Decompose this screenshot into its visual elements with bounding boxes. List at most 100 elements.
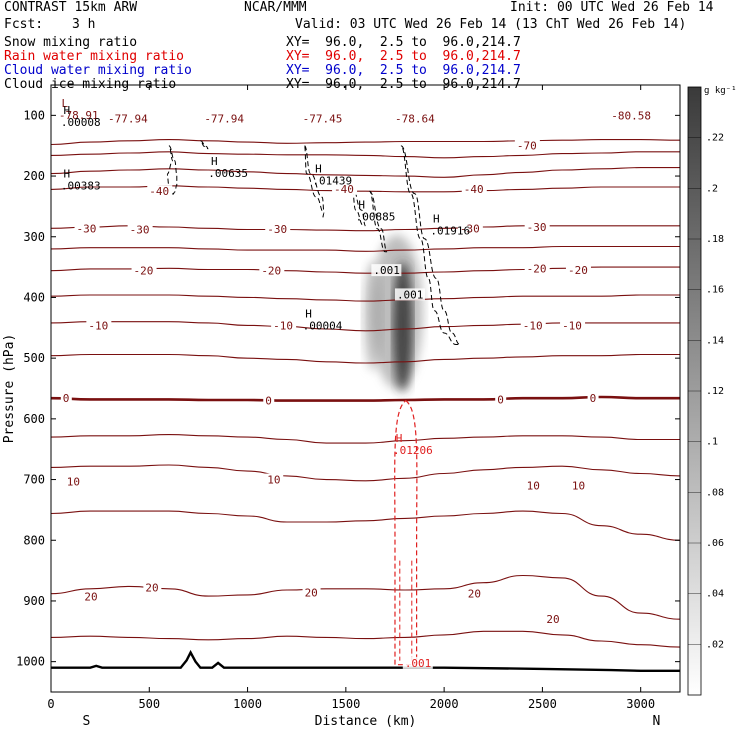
field-name-cloud-water: Cloud water mixing ratio xyxy=(4,63,192,78)
terrain-line xyxy=(50,649,680,672)
extremum-marker: H xyxy=(396,432,403,445)
isotherm-label: 0 xyxy=(497,393,504,406)
isotherm-label-bg xyxy=(131,264,157,277)
isotherm--60 xyxy=(50,151,680,159)
x-tick-label: 1500 xyxy=(331,697,360,711)
isotherm-label: -40 xyxy=(334,183,354,196)
extremum-value: .01916 xyxy=(430,224,470,237)
isotherm-label: -30 xyxy=(527,221,547,234)
colorbar-tick-label: .18 xyxy=(706,234,724,245)
isotherm--25 xyxy=(50,245,680,252)
x-tick-label: 3000 xyxy=(626,697,655,711)
y-axis-label: Pressure (hPa) xyxy=(2,334,17,444)
isotherm-label: 10 xyxy=(527,480,540,493)
isotherm-label-bg xyxy=(106,112,153,125)
forecast-label: Fcst: xyxy=(4,17,44,32)
contour-value-label: .001 xyxy=(397,288,424,301)
terrain-fill xyxy=(51,652,680,692)
y-tick-label: 700 xyxy=(23,473,45,487)
isotherm-label: -77.94 xyxy=(204,112,244,125)
y-tick-label: 200 xyxy=(23,169,45,183)
isotherm--30 xyxy=(50,225,680,232)
x-tick-label: 0 xyxy=(47,697,54,711)
isotherm-label: -20 xyxy=(527,262,547,275)
isotherm-label: 20 xyxy=(84,591,97,604)
isotherm-label-bg xyxy=(587,392,599,405)
isotherm-label: -80.58 xyxy=(611,109,651,122)
field-name-snow: Snow mixing ratio xyxy=(4,35,138,50)
isotherm-label: -78.64 xyxy=(395,112,435,125)
snow-plume-core xyxy=(392,261,413,392)
isotherm-label: 20 xyxy=(145,582,158,595)
isotherm--5 xyxy=(50,353,680,364)
isotherm-label-bg xyxy=(569,479,588,492)
isotherm-label: 0 xyxy=(63,392,70,405)
forecast-hours: 3 h xyxy=(72,17,96,32)
isotherm-label-bg xyxy=(82,590,101,603)
isotherm-label-bg xyxy=(302,586,321,599)
isotherm-label: -40 xyxy=(464,183,484,196)
extremum-value: .00635 xyxy=(208,167,248,180)
isotherm-label-bg xyxy=(609,109,656,122)
isotherm-label-bg xyxy=(524,479,543,492)
isotherm-label: 20 xyxy=(305,586,318,599)
x-tick-label: 2500 xyxy=(528,697,557,711)
isotherm--15 xyxy=(50,294,680,302)
colorbar-tick-label: .04 xyxy=(706,589,724,600)
isotherm-label: 20 xyxy=(468,588,481,601)
isotherm-label: -77.45 xyxy=(303,112,343,125)
x-axis-label: Distance (km) xyxy=(315,714,417,729)
isotherm-label-bg xyxy=(143,581,162,594)
isotherm-0 xyxy=(50,395,680,402)
isotherm-label-bg xyxy=(524,262,550,275)
isotherm-label-bg xyxy=(127,223,153,236)
isotherm-label: -10 xyxy=(562,319,582,332)
isotherm-label-bg xyxy=(271,319,297,332)
isotherm-label: -30 xyxy=(77,222,97,235)
isotherm-label: -10 xyxy=(523,319,543,332)
isotherm--50 xyxy=(50,167,680,178)
y-tick-label: 100 xyxy=(23,108,45,122)
extremum-marker: H xyxy=(64,167,71,180)
colorbar-tick-label: .06 xyxy=(706,538,724,549)
isotherm--40 xyxy=(50,185,681,193)
extremum-marker: H xyxy=(64,104,71,117)
isotherm-label: -20 xyxy=(134,265,154,278)
colorbar-tick-label: .08 xyxy=(706,487,724,498)
isotherm-label-bg xyxy=(560,319,586,332)
x-tick-label: 1000 xyxy=(233,697,262,711)
init-time: Init: 00 UTC Wed 26 Feb 14 xyxy=(510,0,714,15)
isotherm-label-bg xyxy=(259,264,285,277)
contour-label-bg xyxy=(371,264,402,277)
extremum-marker: L xyxy=(62,97,69,110)
y-tick-label: 600 xyxy=(23,412,45,426)
isotherm-label-bg xyxy=(265,222,291,235)
isotherm-label: 0 xyxy=(590,392,597,405)
isotherm-label: -70 xyxy=(517,140,537,153)
isotherm-label: 10 xyxy=(67,475,80,488)
isotherm-label: 10 xyxy=(572,480,585,493)
isotherm--70 xyxy=(50,139,681,146)
x-tick-label: 500 xyxy=(138,697,160,711)
rain-water-contour xyxy=(394,399,418,666)
field-name-rain: Rain water mixing ratio xyxy=(4,49,185,64)
isotherm-label: -30 xyxy=(130,223,150,236)
isotherm-label: -77.94 xyxy=(108,112,148,125)
field-xy-rain: XY= 96.0, 2.5 to 96.0,214.7 xyxy=(286,49,521,64)
isotherm-label: -10 xyxy=(88,319,108,332)
isotherm-label-bg xyxy=(565,264,591,277)
colorbar-tick-label: .14 xyxy=(706,335,724,346)
endpoint-left: S xyxy=(82,714,90,729)
cloud-ice-contour xyxy=(368,190,388,253)
isotherm-label-bg xyxy=(202,112,249,125)
extremum-value: -78.91 xyxy=(59,109,99,122)
org-label: NCAR/MMM xyxy=(244,0,307,15)
field-xy-snow: XY= 96.0, 2.5 to 96.0,214.7 xyxy=(286,35,521,50)
isotherm-label: 0 xyxy=(265,395,272,408)
isotherm-label-bg xyxy=(461,182,487,195)
extremum-marker: H xyxy=(315,162,322,175)
valid-time: Valid: 03 UTC Wed 26 Feb 14 (13 ChT Wed … xyxy=(295,17,687,32)
isotherm-25 xyxy=(50,630,681,648)
